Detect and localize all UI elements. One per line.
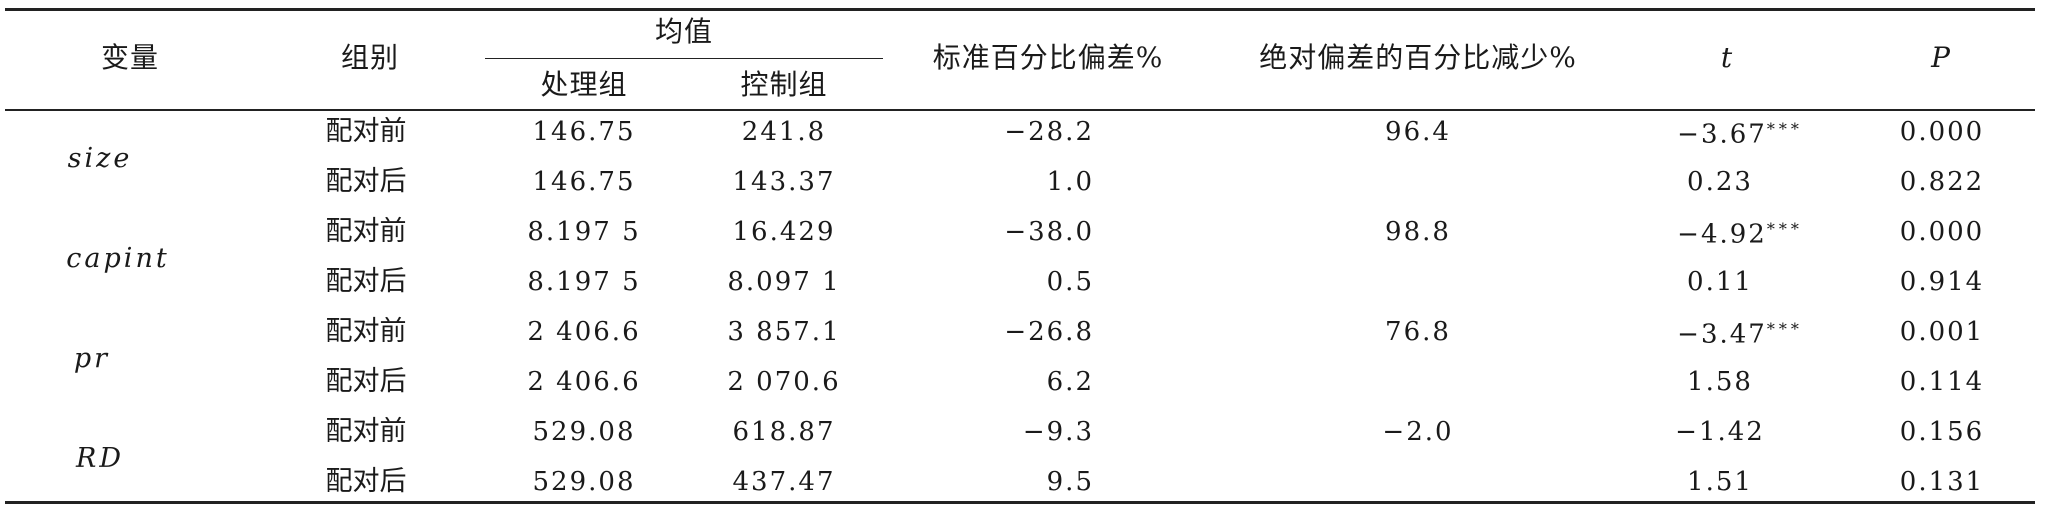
header-treated: 处理组 — [540, 68, 628, 101]
table-row-group: 配对后 — [325, 266, 407, 297]
table-cell-treated: 146.75 — [532, 117, 636, 147]
table-cell-t: −4.92*** — [1677, 219, 1803, 250]
variable-rd: RD — [76, 443, 124, 474]
header-variable: 变量 — [100, 41, 160, 74]
table-bottom-rule — [5, 501, 2035, 504]
table-cell-p: 0.000 — [1899, 217, 1985, 247]
table-cell-std-bias: −26.8 — [1004, 317, 1094, 347]
table-cell-p: 0.822 — [1899, 167, 1985, 197]
significance-stars: *** — [1766, 119, 1803, 139]
header-abs-bias-reduction: 绝对偏差的百分比减少% — [1259, 41, 1577, 74]
table-cell-control: 3 857.1 — [727, 317, 841, 347]
table-row-group: 配对后 — [325, 166, 407, 197]
table-cell-t: −1.42 — [1675, 417, 1765, 447]
header-group: 组别 — [340, 41, 400, 74]
significance-stars: *** — [1766, 219, 1803, 239]
table-cell-reduction: 98.8 — [1385, 217, 1451, 247]
table-cell-treated: 8.197 5 — [527, 217, 641, 247]
table-cell-t: 0.11 — [1687, 267, 1753, 297]
table-cell-std-bias: −28.2 — [1004, 117, 1094, 147]
variable-capint: capint — [66, 243, 170, 274]
table-cell-std-bias: −9.3 — [1022, 417, 1094, 447]
table-row-group: 配对前 — [325, 316, 407, 347]
table-cell-reduction: 76.8 — [1385, 317, 1451, 347]
header-p: P — [1931, 41, 1953, 74]
variable-size: size — [67, 143, 133, 174]
table-cell-control: 437.47 — [732, 467, 836, 497]
table-cell-t: −3.67*** — [1677, 119, 1803, 150]
table-row-group: 配对后 — [325, 366, 407, 397]
table-cell-treated: 146.75 — [532, 167, 636, 197]
table-cell-std-bias: 0.5 — [1046, 267, 1094, 297]
table-cell-control: 2 070.6 — [727, 367, 841, 397]
table-cell-control: 618.87 — [732, 417, 836, 447]
header-t: t — [1720, 41, 1736, 74]
table-cell-treated: 529.08 — [532, 467, 636, 497]
header-control: 控制组 — [740, 68, 828, 101]
table-cell-treated: 529.08 — [532, 417, 636, 447]
mean-header-rule — [485, 58, 883, 59]
table-row-group: 配对后 — [325, 466, 407, 497]
table-cell-treated: 2 406.6 — [527, 317, 641, 347]
table-cell-control: 143.37 — [732, 167, 836, 197]
variable-pr: pr — [73, 343, 111, 374]
table-cell-t: 1.51 — [1687, 467, 1753, 497]
table-cell-control: 16.429 — [732, 217, 836, 247]
table-row-group: 配对前 — [325, 116, 407, 147]
header-std-bias: 标准百分比偏差% — [932, 41, 1164, 74]
table-cell-control: 241.8 — [741, 117, 827, 147]
table-cell-p: 0.914 — [1899, 267, 1985, 297]
table-cell-control: 8.097 1 — [727, 267, 841, 297]
table-cell-t: 1.58 — [1687, 367, 1753, 397]
significance-stars: *** — [1766, 319, 1803, 339]
table-cell-t: −3.47*** — [1677, 319, 1803, 350]
table-cell-std-bias: 9.5 — [1046, 467, 1094, 497]
table-row-group: 配对前 — [325, 416, 407, 447]
table-header-rule — [5, 109, 2035, 111]
table-cell-reduction: −2.0 — [1382, 417, 1454, 447]
table-cell-reduction: 96.4 — [1385, 117, 1451, 147]
table-top-rule — [5, 8, 2035, 11]
table-cell-t: 0.23 — [1687, 167, 1753, 197]
table-cell-p: 0.156 — [1899, 417, 1985, 447]
table-cell-p: 0.001 — [1899, 317, 1985, 347]
table-cell-std-bias: 1.0 — [1046, 167, 1094, 197]
table-cell-treated: 2 406.6 — [527, 367, 641, 397]
table-cell-p: 0.114 — [1899, 367, 1985, 397]
table-row-group: 配对前 — [325, 216, 407, 247]
table-cell-p: 0.131 — [1899, 467, 1985, 497]
header-mean: 均值 — [654, 15, 714, 48]
table-cell-std-bias: 6.2 — [1046, 367, 1094, 397]
table-cell-std-bias: −38.0 — [1004, 217, 1094, 247]
table-cell-treated: 8.197 5 — [527, 267, 641, 297]
table-cell-p: 0.000 — [1899, 117, 1985, 147]
